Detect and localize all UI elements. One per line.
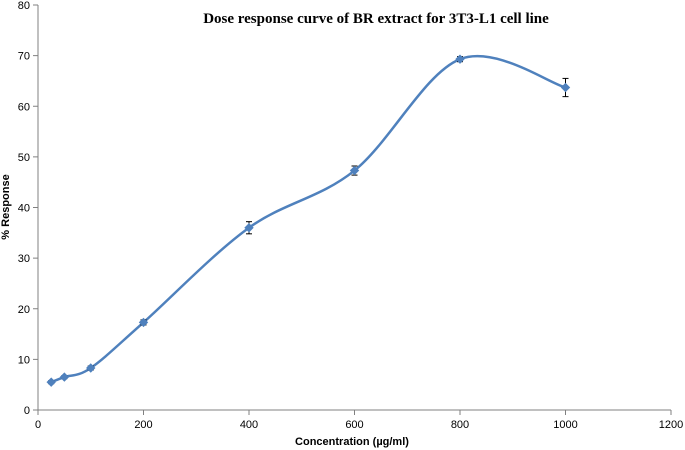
y-tick-label: 80: [18, 0, 30, 12]
x-tick-label: 0: [35, 419, 41, 431]
data-point: [138, 317, 149, 328]
y-tick-label: 40: [18, 203, 30, 215]
x-tick-label: 800: [451, 419, 469, 431]
data-point: [86, 363, 96, 373]
series-line: [50, 54, 566, 384]
x-tick-label: 1000: [553, 419, 577, 431]
y-tick-label: 0: [24, 405, 30, 417]
y-tick-label: 30: [18, 253, 30, 265]
y-tick-label: 60: [18, 101, 30, 113]
y-tick-label: 10: [18, 354, 30, 366]
chart-title: Dose response curve of BR extract for 3T…: [203, 11, 549, 27]
x-tick-label: 200: [134, 419, 152, 431]
data-point: [349, 165, 360, 176]
data-point: [560, 82, 571, 93]
x-axis-label: Concentration (µg/ml): [295, 436, 409, 448]
data-point: [455, 54, 465, 64]
x-tick-label: 600: [345, 419, 363, 431]
y-tick-label: 70: [18, 51, 30, 63]
data-point: [244, 223, 254, 233]
plot-area: [46, 54, 571, 387]
x-tick-label: 1200: [659, 419, 683, 431]
y-tick-label: 20: [18, 304, 30, 316]
data-point: [46, 377, 56, 387]
y-axis-label: % Response: [0, 174, 12, 239]
data-point: [59, 372, 70, 382]
x-tick-label: 400: [240, 419, 258, 431]
y-tick-label: 50: [18, 152, 30, 164]
